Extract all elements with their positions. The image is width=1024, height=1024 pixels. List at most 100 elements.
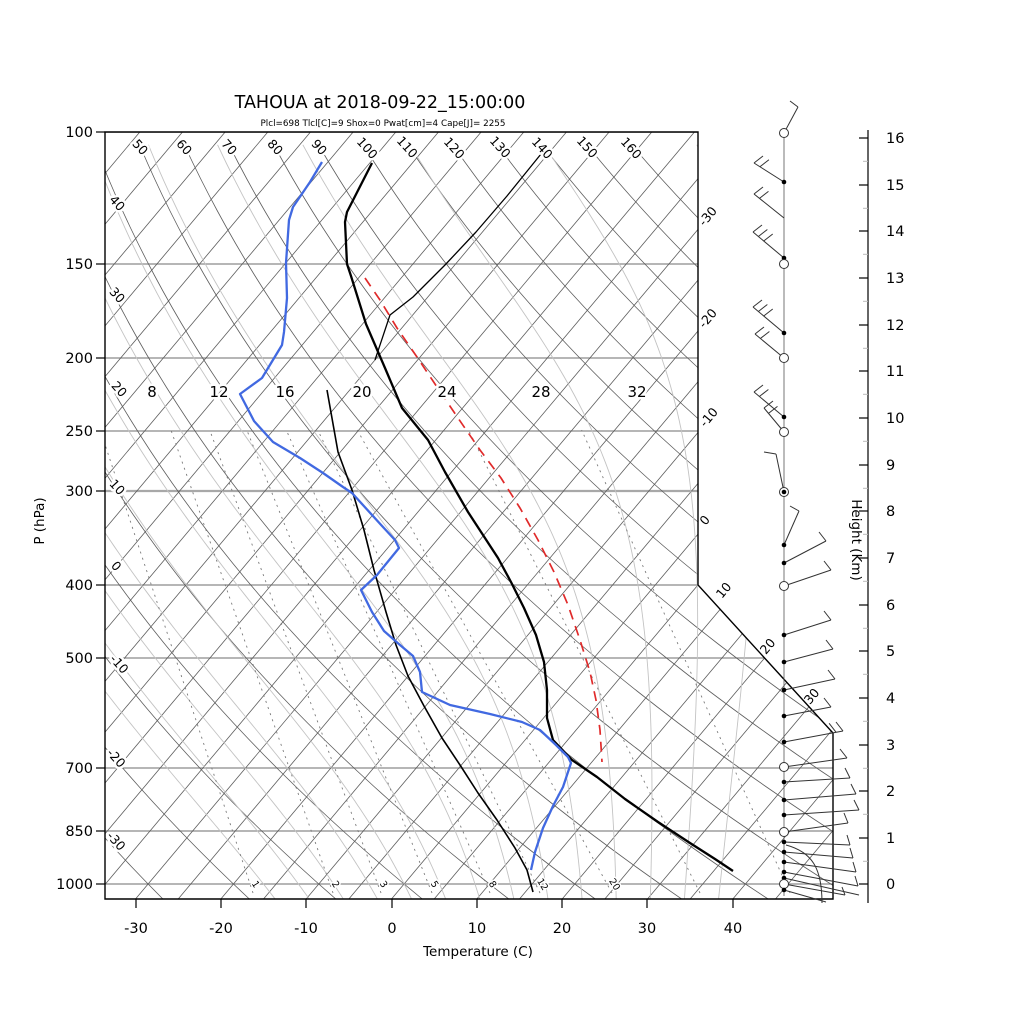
wind-barb-feather: [789, 100, 799, 108]
wind-barb-staff: [783, 861, 857, 873]
wind-barb-feather: [752, 224, 763, 233]
wind-barb: [754, 326, 789, 363]
wind-barb-feather: [823, 610, 832, 621]
wind-barb-feather: [823, 560, 832, 571]
dry-adiabat-label: 30: [106, 284, 128, 306]
wind-barb-feather: [753, 155, 764, 164]
wind-level-dot: [781, 179, 787, 185]
wind-barb-feather: [852, 861, 857, 873]
wind-barb-staff: [783, 889, 827, 903]
moist-adiabat-label: 24: [437, 383, 456, 401]
height-tick-label: 0: [886, 877, 895, 893]
wind-level-dot: [781, 797, 787, 803]
pressure-tick-label: 850: [65, 824, 93, 840]
wind-level-dot: [781, 489, 787, 495]
wind-barb-feather: [753, 384, 764, 393]
gridline-moist-adiabat: [105, 144, 446, 899]
wind-level-dot: [781, 839, 787, 845]
gridline-isotherm: [105, 132, 482, 899]
pressure-tick-label: 700: [65, 761, 93, 777]
gridline-moist-adiabat: [105, 144, 276, 899]
wind-barb-feather: [754, 326, 765, 335]
moist-adiabat-label: 20: [352, 383, 371, 401]
temperature-tick-label: 20: [553, 921, 571, 937]
temperature-tick-label: -10: [294, 921, 318, 937]
mixing-ratio-label: 3: [377, 879, 390, 890]
gridline-moist-adiabat: [409, 144, 653, 899]
wind-barb-feather: [849, 847, 854, 859]
dry-adiabat-label: 80: [264, 136, 286, 158]
gridline-dry-adiabat: [274, 146, 833, 899]
wind-barb: [781, 834, 851, 846]
wind-barb-feather: [763, 451, 777, 455]
gridline-dry-adiabat: [105, 146, 250, 899]
wind-barb: [781, 887, 827, 903]
dry-adiabat-label: -30: [104, 828, 129, 853]
wind-level-dot: [781, 869, 787, 875]
pressure-tick-label: 300: [65, 484, 93, 500]
gridline-isotherm: [105, 132, 141, 899]
dry-adiabat-label: 70: [218, 136, 240, 158]
gridline-mixing-ratio: [209, 429, 382, 894]
wind-barb-staff: [783, 851, 854, 859]
temperature-tick-label: 40: [724, 921, 742, 937]
wind-barb-feather: [850, 783, 857, 795]
wind-barb-staff: [783, 883, 846, 896]
gridline-isotherm: [105, 132, 226, 899]
wind-barb-staff: [783, 730, 844, 743]
height-tick-label: 13: [886, 271, 904, 287]
wind-barb-staff: [783, 777, 851, 783]
wind-barb-feather: [854, 875, 859, 887]
wind-barb-feather: [828, 722, 837, 733]
wind-barb-feather: [758, 229, 768, 237]
gridline-isotherm: [105, 132, 439, 899]
gridline-dry-adiabat: [319, 146, 833, 899]
gridline-isotherm: [604, 132, 833, 899]
gridline-mixing-ratio: [170, 429, 334, 894]
gridline-moist-adiabat: [105, 144, 310, 899]
gridline-isotherm: [105, 132, 567, 899]
gridline-isotherm: [177, 132, 823, 899]
height-tick-label: 7: [886, 551, 895, 567]
wind-barb: [779, 560, 832, 591]
wind-barb-feather: [825, 639, 834, 650]
isotherm-label: -30: [695, 203, 720, 228]
gridline-dry-adiabat: [140, 146, 833, 899]
wind-barb-staff: [763, 407, 785, 433]
wind-barb-column: [752, 100, 860, 904]
height-tick-label: 1: [886, 831, 895, 847]
wind-barb-staff: [783, 619, 832, 636]
moist-adiabat-label: 32: [627, 383, 646, 401]
wind-barb: [752, 299, 787, 336]
wind-barb-staff: [783, 793, 857, 801]
gridline-isotherm: [732, 132, 833, 899]
gridline-isotherm: [105, 132, 525, 899]
parcel-params-subtitle: Plcl=698 Tlcl[C]=9 Shox=0 Pwat[cm]=4 Cap…: [260, 119, 505, 129]
wind-barb: [781, 697, 832, 719]
gridline-isotherm: [476, 132, 833, 899]
height-tick-label: 10: [886, 411, 904, 427]
wind-barb-feather: [753, 186, 764, 195]
wind-level-dot: [781, 779, 787, 785]
dry-adiabat-label: 90: [308, 136, 330, 158]
pressure-axis-title: P (hPa): [32, 497, 48, 544]
wind-barb-staff: [754, 333, 785, 359]
isotherm-label: -20: [695, 305, 720, 330]
dry-adiabat-label: 160: [618, 134, 645, 162]
dry-adiabat-label: 130: [487, 133, 514, 161]
height-tick-label: 3: [886, 738, 895, 754]
wind-barb-staff: [775, 453, 785, 493]
wind-barb-feather: [853, 799, 860, 811]
temperature-tick-label: 0: [387, 921, 396, 937]
height-tick-label: 15: [886, 178, 904, 194]
gridline-isotherm: [105, 132, 397, 899]
wind-barb-feather: [835, 721, 844, 732]
gridline-isotherm: [348, 132, 833, 899]
gridline-moist-adiabat: [105, 144, 412, 899]
gridline-moist-adiabat: [543, 144, 699, 899]
wind-barb-feather: [763, 400, 774, 409]
wind-barb-feather: [763, 233, 774, 242]
wind-level-circle: [779, 128, 789, 138]
temperature-curve: [343, 162, 734, 872]
